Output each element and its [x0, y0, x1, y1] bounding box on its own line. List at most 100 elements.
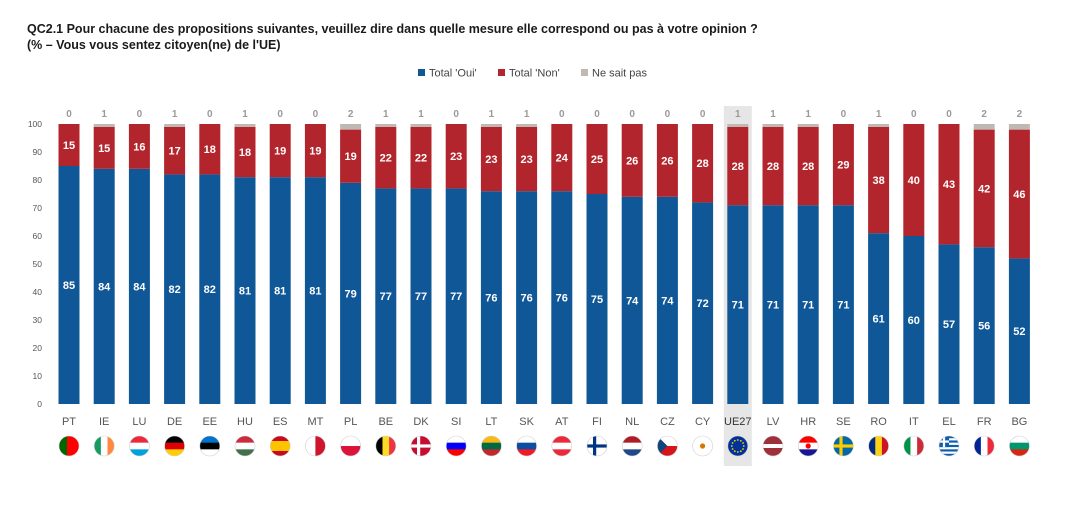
x-tick-label-fi: FI	[592, 416, 602, 428]
label-oui-de: 82	[168, 284, 180, 296]
bar-non-el	[938, 124, 960, 245]
label-oui-hr: 71	[802, 300, 814, 312]
y-tick-label: 10	[33, 371, 43, 381]
france-flag-icon-outline	[973, 435, 995, 457]
malta-flag-icon	[305, 436, 326, 456]
ireland-flag-icon-outline	[93, 435, 115, 457]
label-oui-lv: 71	[767, 300, 779, 312]
label-oui-es: 81	[274, 286, 286, 298]
germany-flag-icon	[164, 436, 185, 456]
label-nsp-bg: 2	[1017, 109, 1023, 120]
bar-nsp-sk	[516, 124, 538, 127]
x-tick-label-ue27: UE27	[724, 416, 752, 428]
denmark-flag-icon	[411, 436, 431, 456]
x-tick-label-si: SI	[451, 416, 461, 428]
y-tick-label: 30	[33, 315, 43, 325]
label-nsp-lu: 0	[137, 109, 143, 120]
y-tick-label: 0	[37, 399, 42, 409]
bar-oui-es	[269, 177, 291, 404]
bar-oui-cz	[656, 196, 678, 404]
x-tick-label-es: ES	[273, 416, 288, 428]
label-non-bg: 46	[1013, 189, 1025, 201]
label-non-se: 29	[837, 160, 849, 172]
romania-flag-icon-outline	[868, 435, 889, 457]
label-nsp-pl: 2	[348, 109, 354, 120]
label-non-pl: 19	[344, 151, 356, 163]
label-oui-be: 77	[380, 291, 392, 303]
sweden-flag-icon	[833, 436, 854, 456]
bar-oui-ie	[93, 168, 115, 404]
legend-label-2: Ne sait pas	[592, 68, 648, 80]
romania-flag-icon	[868, 436, 889, 456]
label-oui-mt: 81	[309, 286, 321, 298]
x-tick-label-pt: PT	[62, 416, 76, 428]
bar-non-hr	[797, 126, 819, 206]
bar-non-lu	[128, 124, 150, 169]
x-tick-label-hu: HU	[237, 416, 253, 428]
y-tick-label: 20	[33, 343, 43, 353]
spain-flag-icon-outline	[269, 435, 291, 457]
x-tick-label-hr: HR	[800, 416, 816, 428]
bar-nsp-hr	[797, 124, 819, 127]
label-nsp-ie: 1	[101, 109, 107, 120]
austria-flag-icon	[551, 436, 572, 456]
bar-nsp-ue27	[727, 124, 749, 127]
bar-oui-ro	[868, 233, 890, 404]
x-tick-label-dk: DK	[413, 416, 429, 428]
cyprus-flag-icon	[692, 436, 713, 456]
bar-non-ee	[199, 124, 221, 175]
label-non-ie: 15	[98, 143, 110, 155]
bar-non-cy	[692, 124, 714, 203]
label-oui-fr: 56	[978, 321, 990, 333]
finland-flag-icon	[587, 436, 607, 456]
bar-oui-at	[551, 191, 573, 404]
bar-oui-fr	[973, 247, 995, 404]
label-oui-el: 57	[943, 319, 955, 331]
label-non-el: 43	[943, 179, 955, 191]
bar-nsp-lv	[762, 124, 784, 127]
bar-nsp-ro	[868, 124, 890, 127]
bar-nsp-fr	[973, 124, 995, 130]
x-tick-label-se: SE	[836, 416, 851, 428]
x-tick-label-fr: FR	[977, 416, 992, 428]
eu-flag-icon	[727, 436, 748, 456]
bar-oui-hu	[234, 177, 256, 404]
label-non-nl: 26	[626, 155, 638, 167]
lithuania-flag-icon	[481, 436, 502, 456]
denmark-flag-icon-outline	[410, 435, 432, 457]
label-non-si: 23	[450, 151, 462, 163]
latvia-flag-icon	[763, 436, 783, 456]
x-tick-label-ee: EE	[202, 416, 217, 428]
chart-title: QC2.1 Pour chacune des propositions suiv…	[27, 22, 758, 36]
greece-flag-icon-outline	[938, 435, 960, 457]
label-oui-pl: 79	[344, 288, 356, 300]
luxembourg-flag-icon-outline	[129, 435, 150, 457]
greece-flag-icon	[939, 436, 959, 456]
label-oui-lt: 76	[485, 293, 497, 305]
bulgaria-flag-icon-outline	[1009, 435, 1030, 457]
label-non-pt: 15	[63, 140, 75, 152]
bar-oui-bg	[1008, 258, 1030, 404]
bar-oui-ue27	[727, 205, 749, 404]
x-tick-label-it: IT	[909, 416, 919, 428]
x-tick-label-ro: RO	[870, 416, 887, 428]
bar-oui-mt	[304, 177, 326, 404]
label-nsp-at: 0	[559, 109, 565, 120]
y-tick-label: 80	[33, 175, 43, 185]
spain-flag-icon	[270, 436, 291, 456]
luxembourg-flag-icon	[129, 436, 150, 456]
bar-non-se	[832, 124, 854, 206]
italy-flag-icon-outline	[903, 435, 925, 457]
legend-label-0: Total 'Oui'	[429, 68, 477, 80]
legend-swatch-1	[498, 69, 505, 76]
bar-non-pl	[340, 129, 362, 183]
bar-oui-dk	[410, 188, 432, 404]
poland-flag-icon-outline	[340, 435, 361, 457]
label-non-hu: 18	[239, 147, 251, 159]
bar-non-dk	[410, 126, 432, 189]
bar-non-at	[551, 124, 573, 192]
finland-flag-icon-outline	[586, 435, 608, 457]
label-oui-ee: 82	[204, 284, 216, 296]
bar-non-de	[164, 126, 186, 175]
